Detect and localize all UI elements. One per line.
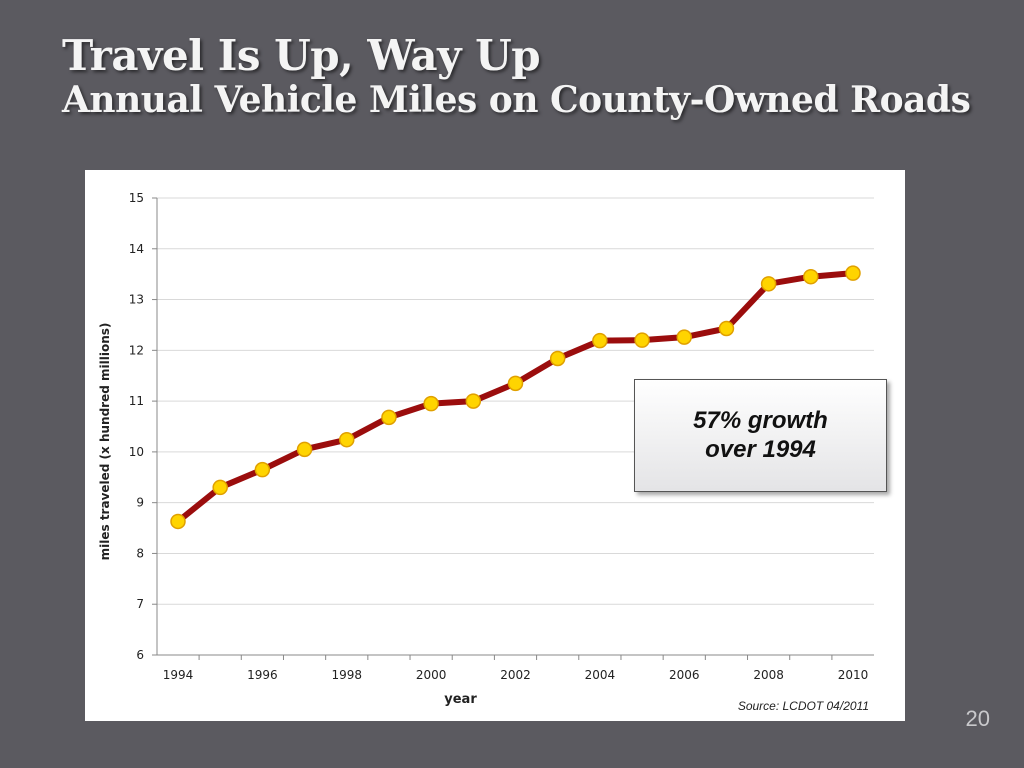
growth-callout: 57% growth over 1994 — [634, 379, 887, 492]
axes — [152, 197, 874, 660]
y-tick-label: 12 — [129, 343, 144, 357]
data-point — [296, 441, 313, 458]
data-point — [803, 268, 819, 285]
x-tick-label: 2010 — [838, 668, 869, 682]
data-point — [549, 350, 566, 367]
data-point — [170, 513, 186, 530]
line-chart: 6 7 8 9 10 11 12 13 14 15 1994 1996 1998 2000 2002 2004… — [98, 191, 874, 707]
y-axis-title: miles traveled (x hundred millions) — [98, 323, 112, 561]
data-markers — [170, 265, 861, 530]
x-tick-label: 2004 — [585, 668, 616, 682]
data-point — [718, 320, 735, 337]
data-point — [507, 375, 524, 392]
page-subtitle: Annual Vehicle Miles on County-Owned Roa… — [62, 79, 971, 122]
x-axis-title: year — [444, 692, 477, 707]
x-tick-label: 1996 — [247, 668, 278, 682]
data-point — [465, 393, 482, 409]
page-title: Travel Is Up, Way Up — [62, 31, 541, 80]
x-tick-label: 2000 — [416, 668, 447, 682]
y-tick-label: 13 — [129, 293, 144, 307]
y-tick-label: 8 — [136, 546, 144, 560]
chart-panel: 6 7 8 9 10 11 12 13 14 15 1994 1996 1998 2000 2002 2004… — [85, 170, 905, 721]
data-point — [381, 409, 397, 426]
x-tick-label: 2008 — [753, 668, 784, 682]
data-point — [339, 431, 355, 448]
data-point — [845, 265, 861, 281]
data-point — [423, 395, 439, 412]
axis-labels: 6 7 8 9 10 11 12 13 14 15 1994 1996 1998 2000 2002 2004… — [98, 191, 868, 707]
x-tick-label: 1998 — [331, 668, 362, 682]
data-point — [634, 332, 650, 348]
page-number: 20 — [965, 706, 990, 731]
y-tick-label: 15 — [129, 191, 144, 205]
gridlines — [157, 197, 874, 605]
x-tick-label: 2006 — [669, 668, 700, 682]
y-tick-label: 10 — [129, 445, 144, 459]
y-tick-label: 11 — [129, 394, 144, 408]
x-tick-label: 2002 — [500, 668, 531, 682]
data-point — [676, 329, 692, 345]
data-point — [592, 332, 608, 349]
data-point — [212, 479, 228, 496]
data-point — [760, 276, 777, 292]
y-tick-label: 9 — [136, 496, 144, 510]
source-note: Source: LCDOT 04/2011 — [737, 699, 869, 713]
callout-line-1: 57% growth — [693, 406, 828, 434]
y-tick-label: 7 — [136, 597, 144, 611]
data-point — [254, 461, 271, 478]
x-tick-label: 1994 — [163, 668, 194, 682]
y-tick-label: 14 — [129, 242, 144, 256]
y-tick-label: 6 — [136, 648, 144, 662]
callout-line-2: over 1994 — [705, 435, 816, 463]
slide-title: Travel Is Up, Way Up Annual Vehicle Mile… — [62, 31, 971, 122]
